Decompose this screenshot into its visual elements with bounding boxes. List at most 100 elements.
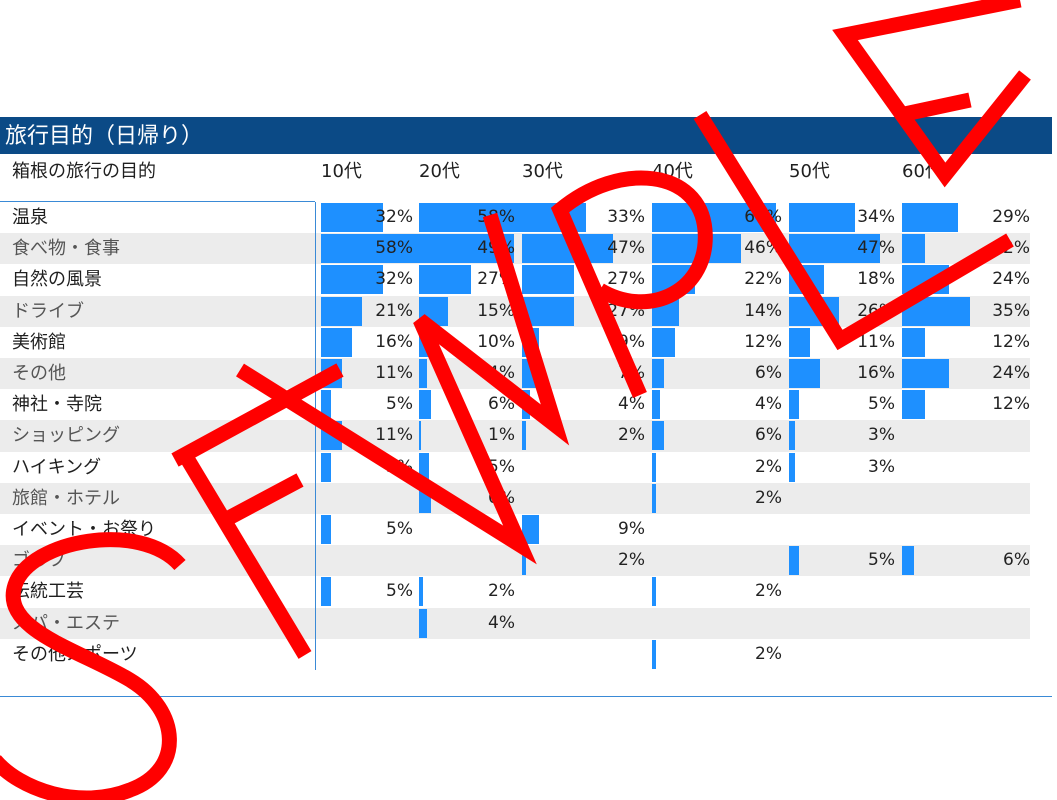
value-bar — [789, 421, 795, 451]
row-label: 美術館 — [12, 331, 66, 353]
value-label: 6% — [488, 487, 515, 508]
chart-title: 旅行目的（日帰り） — [0, 117, 1052, 154]
value-label: 5% — [386, 456, 413, 477]
row-label: その他スポーツ — [12, 643, 138, 665]
value-label: 2% — [618, 550, 645, 571]
value-bar — [419, 608, 427, 638]
row-label: 旅館・ホテル — [12, 487, 120, 509]
value-label: 27% — [607, 269, 645, 290]
value-bar — [902, 390, 926, 420]
value-bar — [902, 359, 949, 388]
column-header: 30代 — [522, 161, 563, 182]
table-row — [0, 576, 1030, 607]
value-label: 6% — [1003, 550, 1030, 571]
value-label: 12% — [992, 238, 1030, 259]
value-label: 58% — [375, 238, 413, 259]
value-label: 27% — [477, 269, 515, 290]
row-label: 温泉 — [12, 207, 48, 228]
value-label: 4% — [618, 394, 645, 415]
value-bar — [652, 452, 656, 482]
row-label: ハイキング — [12, 456, 102, 478]
value-label: 32% — [375, 269, 413, 290]
value-label: 64% — [744, 207, 782, 227]
value-label: 14% — [744, 300, 782, 321]
value-label: 6% — [755, 425, 782, 446]
value-bar — [652, 483, 656, 513]
value-label: 27% — [607, 300, 645, 321]
value-bar — [789, 546, 799, 576]
value-label: 32% — [375, 207, 413, 227]
value-label: 34% — [857, 207, 895, 227]
value-label: 1% — [488, 425, 515, 446]
value-bar — [902, 546, 914, 576]
value-label: 4% — [755, 394, 782, 415]
value-label: 5% — [488, 456, 515, 477]
value-bar — [652, 390, 660, 420]
value-bar — [652, 577, 656, 607]
value-label: 6% — [755, 363, 782, 383]
value-label: 15% — [477, 300, 515, 321]
value-bar — [419, 577, 423, 607]
header-rule — [0, 201, 315, 202]
row-header-label: 箱根の旅行の目的 — [12, 161, 156, 182]
value-label: 46% — [744, 238, 782, 259]
value-label: 18% — [857, 269, 895, 290]
row-label: スパ・エステ — [12, 612, 120, 634]
value-label: 11% — [375, 363, 413, 383]
column-header: 10代 — [321, 161, 362, 182]
value-label: 26% — [857, 300, 895, 321]
value-label: 29% — [992, 207, 1030, 227]
value-label: 4% — [488, 363, 515, 383]
value-label: 35% — [992, 300, 1030, 321]
value-label: 11% — [375, 425, 413, 446]
column-header: 60代~ — [902, 161, 958, 182]
value-label: 12% — [992, 394, 1030, 415]
row-label: 自然の風景 — [12, 269, 102, 291]
row-label: 食べ物・食事 — [12, 238, 120, 260]
value-label: 11% — [857, 331, 895, 352]
value-label: 9% — [618, 331, 645, 352]
value-label: 12% — [992, 331, 1030, 352]
value-label: 4% — [488, 612, 515, 633]
value-label: 5% — [868, 550, 895, 571]
value-label: 21% — [375, 300, 413, 321]
value-label: 16% — [375, 331, 413, 352]
row-label: ドライブ — [12, 300, 84, 322]
value-label: 58% — [477, 207, 515, 227]
row-label: その他 — [12, 363, 66, 384]
value-label: 2% — [488, 581, 515, 602]
value-label: 2% — [618, 425, 645, 446]
value-label: 33% — [607, 207, 645, 227]
column-divider — [315, 202, 316, 670]
row-label: 伝統工芸 — [12, 581, 84, 603]
value-bar — [789, 452, 795, 482]
value-bar — [652, 639, 656, 669]
value-label: 12% — [744, 331, 782, 352]
value-label: 10% — [477, 331, 515, 352]
value-label: 3% — [868, 456, 895, 477]
column-header: 20代 — [419, 161, 460, 182]
value-label: 7% — [618, 363, 645, 383]
value-label: 6% — [488, 394, 515, 415]
value-bar — [652, 421, 664, 451]
value-label: 5% — [386, 394, 413, 415]
column-header: 40代 — [652, 161, 693, 182]
value-label: 47% — [607, 238, 645, 259]
value-label: 2% — [755, 643, 782, 664]
row-label: ショッピング — [12, 425, 120, 447]
value-label: 5% — [868, 394, 895, 415]
value-label: 2% — [755, 456, 782, 477]
value-label: 49% — [477, 238, 515, 259]
value-label: 47% — [857, 238, 895, 259]
footer-rule — [0, 696, 1052, 697]
row-label: 神社・寺院 — [12, 394, 102, 416]
value-label: 22% — [744, 269, 782, 290]
value-label: 16% — [857, 363, 895, 383]
value-label: 2% — [755, 487, 782, 508]
column-header: 50代 — [789, 161, 830, 182]
value-label: 5% — [386, 581, 413, 602]
value-label: 2% — [755, 581, 782, 602]
row-label: ゴルフ — [12, 550, 66, 572]
table-row — [0, 639, 1030, 670]
table-row — [0, 607, 1030, 639]
